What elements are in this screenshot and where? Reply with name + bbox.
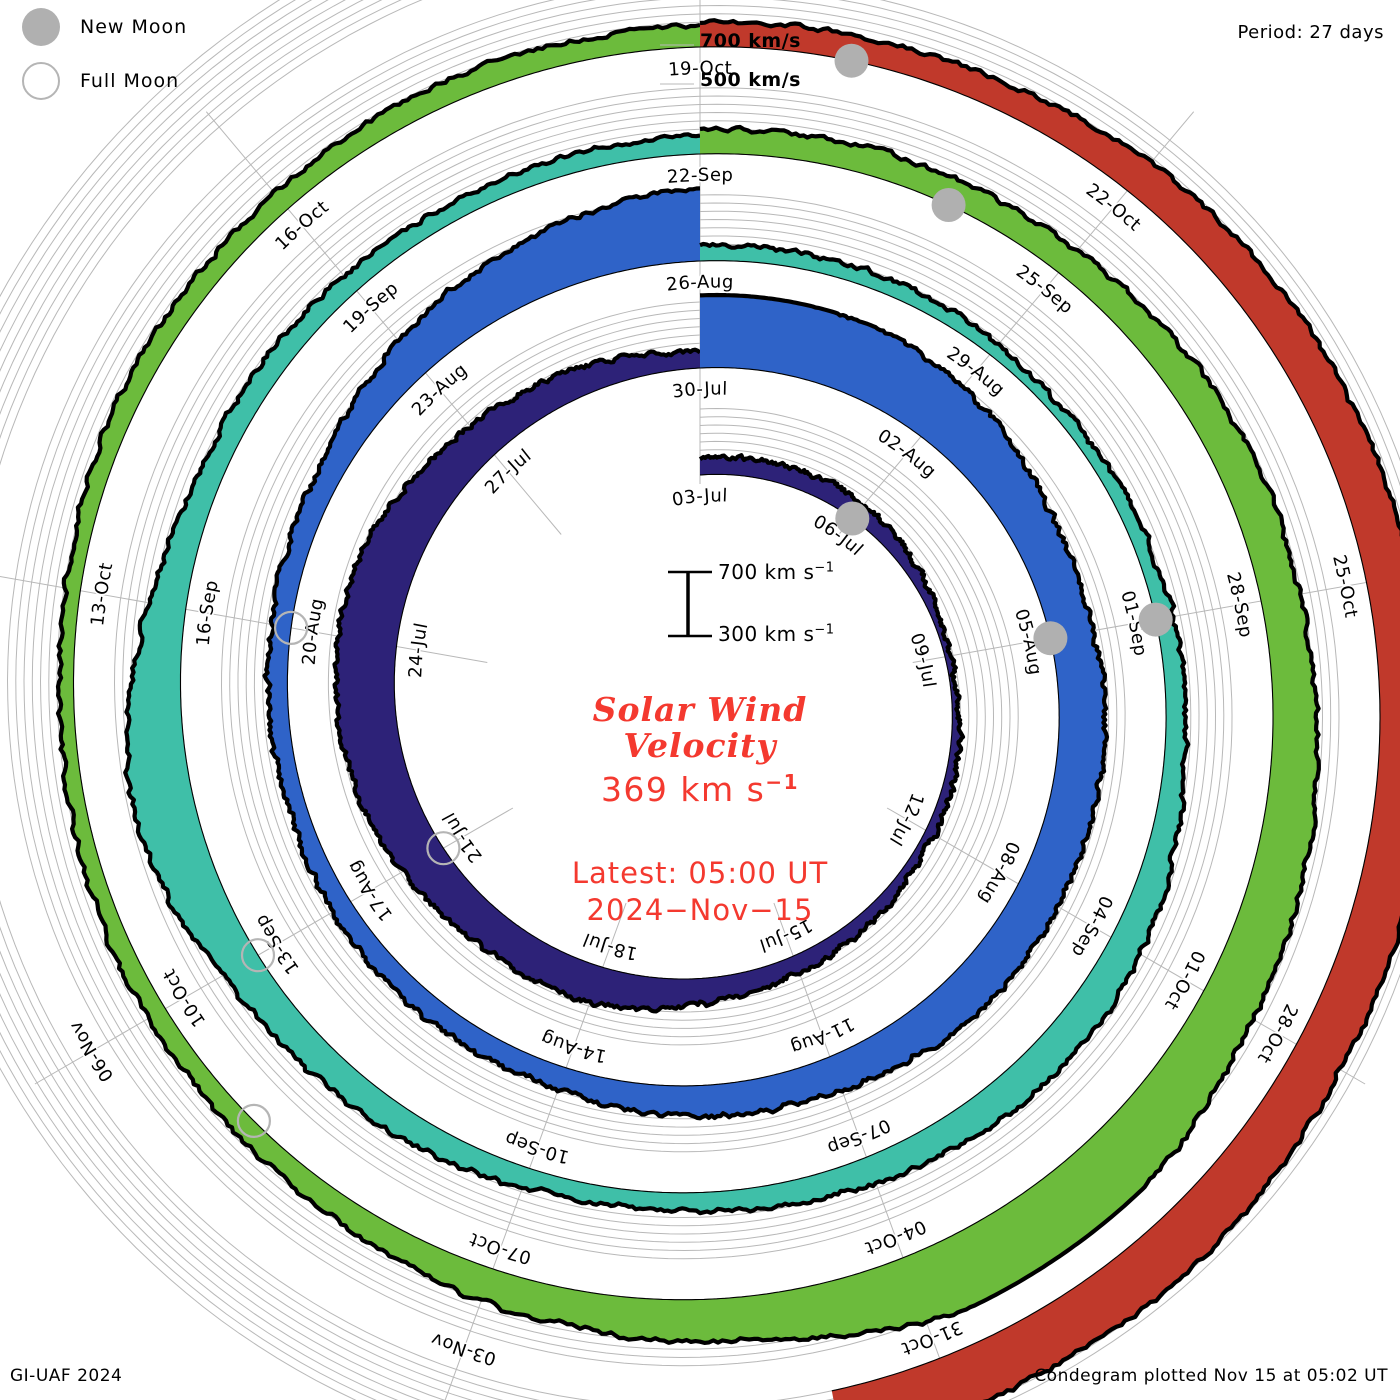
spiral-date-label: 26-Aug: [665, 272, 734, 296]
spiral-data-traces: [55, 18, 1400, 1400]
spiral-date-label: 10-Sep: [502, 1127, 572, 1167]
new-moon-marker: [834, 43, 869, 78]
spiral-date-label: 28-Sep: [1222, 570, 1256, 639]
spiral-date-label: 07-Oct: [466, 1228, 533, 1268]
full-moon-marker: [236, 1103, 271, 1139]
radial-tick-label-700: 700 km/s: [700, 30, 801, 52]
scale-bar: [668, 570, 712, 638]
spiral-date-label: 13-Oct: [87, 561, 117, 627]
spiral-date-label: 03-Jul: [671, 485, 729, 511]
full-moon-marker: [426, 831, 461, 866]
plotted-timestamp-label: Condegram plotted Nov 15 at 05:02 UT: [1034, 1366, 1388, 1386]
new-moon-marker: [931, 188, 966, 222]
spiral-date-label: 19-Oct: [668, 58, 733, 81]
spiral-date-label: 14-Aug: [538, 1026, 609, 1066]
spiral-date-label: 22-Sep: [666, 165, 733, 188]
filled-circle-icon: [22, 8, 60, 46]
spiral-turn: [699, 18, 1400, 1400]
spiral-turn: [123, 132, 1191, 1216]
turn-fill: [334, 349, 963, 1012]
spiral-date-label: 24-Jul: [405, 621, 432, 678]
turn-baseline: [699, 46, 1381, 1392]
moon-phase-legend: New Moon Full Moon: [0, 0, 330, 130]
legend-label-new-moon: New Moon: [80, 16, 188, 38]
radial-tick-label-500: 500 km/s: [700, 69, 801, 91]
new-moon-marker: [1033, 621, 1068, 656]
new-moon-marker: [835, 501, 870, 536]
turn-outline: [123, 132, 1191, 1216]
spiral-date-label: 06-Nov: [65, 1017, 118, 1085]
spiral-date-label: 25-Oct: [1328, 553, 1361, 620]
radial-scale-leaders: [660, 44, 694, 85]
moon-phase-markers: [236, 43, 1173, 1139]
turn-baseline: [72, 46, 1274, 1301]
turn-outline: [262, 186, 1110, 1121]
spiral-turn: [332, 347, 966, 1014]
turn-outline: [55, 22, 1321, 1345]
credit-label: GI-UAF 2024: [10, 1366, 123, 1386]
spiral-date-label: 20-Aug: [299, 596, 329, 665]
full-moon-marker: [240, 938, 276, 973]
turn-baseline: [393, 367, 953, 980]
spiral-turn: [55, 22, 1321, 1345]
turn-baseline: [286, 260, 1060, 1087]
legend-item-full-moon: Full Moon: [22, 62, 179, 100]
legend-label-full-moon: Full Moon: [80, 70, 180, 92]
spiral-date-label: 09-Jul: [905, 630, 939, 689]
new-moon-marker: [1138, 602, 1173, 637]
turn-outline: [699, 18, 1400, 1400]
legend-item-new-moon: New Moon: [22, 8, 187, 46]
spiral-date-label: 30-Jul: [671, 379, 728, 403]
turn-outline: [332, 347, 966, 1014]
period-label: Period: 27 days: [1237, 22, 1384, 43]
spiral-date-label: 18-Jul: [580, 928, 639, 964]
full-moon-marker: [274, 610, 309, 646]
spiral-turn: [262, 186, 1110, 1121]
open-circle-icon: [22, 62, 60, 100]
turn-baseline: [179, 153, 1167, 1194]
spiral-date-label: 16-Sep: [193, 578, 223, 647]
